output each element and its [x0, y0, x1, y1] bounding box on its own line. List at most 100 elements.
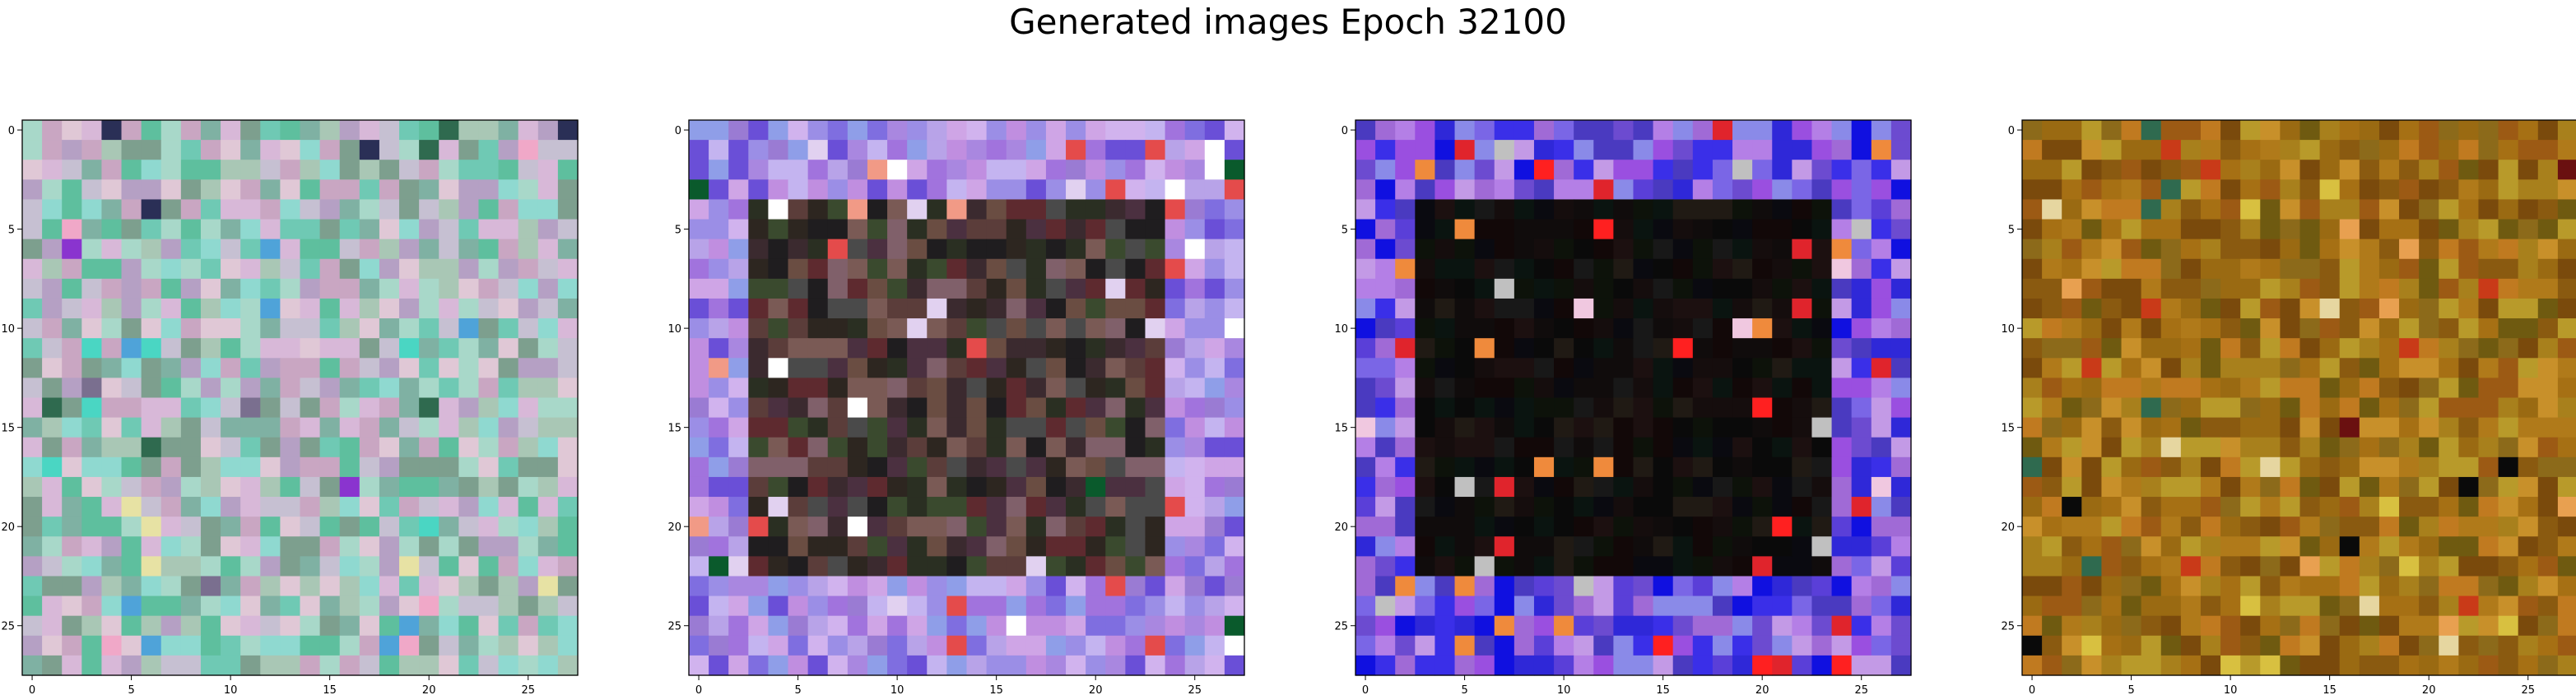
pixel-cell	[1375, 576, 1396, 597]
pixel-cell	[1811, 358, 1833, 378]
pixel-cell	[807, 338, 829, 359]
pixel-cell	[478, 219, 500, 240]
pixel-cell	[2299, 219, 2321, 240]
pixel-cell	[1672, 199, 1694, 220]
pixel-cell	[1554, 517, 1574, 537]
pixel-cell	[62, 338, 82, 359]
pixel-cell	[2537, 437, 2559, 458]
pixel-cell	[1554, 397, 1574, 419]
pixel-cell	[1613, 179, 1634, 201]
pixel-cell	[986, 556, 1007, 577]
pixel-cell	[1633, 655, 1654, 676]
pixel-cell	[2419, 258, 2439, 280]
pixel-cell	[1533, 179, 1555, 201]
pixel-cell	[2359, 595, 2380, 617]
pixel-cell	[399, 160, 420, 180]
pixel-cell	[101, 517, 123, 537]
pixel-cell	[1025, 417, 1047, 438]
pixel-cell	[2101, 655, 2123, 676]
pixel-cell	[1871, 358, 1892, 378]
pixel-cell	[1831, 456, 1853, 478]
pixel-cell	[2498, 497, 2519, 517]
pixel-cell	[339, 615, 360, 637]
pixel-cell	[1105, 120, 1126, 141]
pixel-cell	[2419, 497, 2439, 517]
pixel-cell	[81, 437, 103, 458]
x-tick-label: 25	[1854, 684, 1868, 695]
pixel-cell	[1712, 298, 1733, 319]
pixel-cell	[1395, 595, 1416, 617]
pixel-cell	[1125, 615, 1146, 637]
pixel-cell	[2419, 160, 2439, 180]
pixel-cell	[1474, 536, 1495, 557]
pixel-cell	[827, 338, 849, 359]
pixel-cell	[2378, 298, 2400, 319]
pixel-cell	[2062, 278, 2082, 299]
pixel-cell	[1752, 556, 1773, 577]
pixel-cell	[2498, 358, 2519, 378]
pixel-cell	[339, 576, 360, 597]
pixel-cell	[847, 179, 868, 201]
pixel-cell	[1593, 517, 1614, 537]
pixel-cell	[2378, 615, 2400, 637]
pixel-cell	[1204, 338, 1225, 359]
pixel-cell	[1593, 497, 1614, 517]
pixel-cell	[847, 595, 868, 617]
pixel-cell	[887, 437, 908, 458]
pixel-cell	[1593, 140, 1614, 160]
pixel-cell	[2062, 517, 2082, 537]
pixel-cell	[2200, 655, 2221, 676]
pixel-cell	[1105, 476, 1126, 498]
pixel-cell	[2319, 635, 2341, 656]
pixel-cell	[1025, 278, 1047, 299]
pixel-cell	[1025, 358, 1047, 378]
pixel-cell	[1672, 437, 1694, 458]
pixel-cell	[160, 278, 182, 299]
pixel-cell	[986, 635, 1007, 656]
pixel-cell	[2498, 160, 2519, 180]
pixel-cell	[1494, 298, 1515, 319]
pixel-cell	[927, 417, 947, 438]
pixel-cell	[709, 258, 729, 280]
pixel-cell	[2419, 655, 2439, 676]
pixel-cell	[1653, 179, 1674, 201]
pixel-cell	[1125, 397, 1146, 419]
pixel-cell	[1554, 437, 1574, 458]
pixel-cell	[221, 239, 241, 260]
pixel-cell	[2280, 258, 2301, 280]
pixel-cell	[300, 219, 321, 240]
pixel-cell	[2359, 397, 2380, 419]
pixel-cell	[788, 397, 809, 419]
pixel-cell	[1593, 258, 1614, 280]
pixel-cell	[2339, 179, 2360, 201]
pixel-cell	[221, 655, 241, 676]
pixel-cell	[458, 635, 480, 656]
pixel-cell	[2141, 417, 2162, 438]
pixel-cell	[221, 318, 241, 339]
pixel-cell	[42, 655, 63, 676]
pixel-cell	[1474, 358, 1495, 378]
pixel-cell	[1871, 417, 1892, 438]
pixel-cell	[1224, 318, 1245, 339]
pixel-cell	[1712, 417, 1733, 438]
pixel-cell	[2339, 140, 2360, 160]
pixel-cell	[2439, 655, 2459, 676]
pixel-cell	[2458, 517, 2480, 537]
pixel-cell	[2180, 556, 2202, 577]
pixel-cell	[1395, 576, 1416, 597]
pixel-cell	[1574, 655, 1594, 676]
pixel-cell	[1533, 576, 1555, 597]
pixel-cell	[319, 258, 341, 280]
pixel-cell	[180, 595, 202, 617]
pixel-cell	[1653, 456, 1674, 478]
pixel-cell	[300, 517, 321, 537]
pixel-cell	[689, 338, 709, 359]
pixel-cell	[1125, 179, 1146, 201]
pixel-cell	[2319, 258, 2341, 280]
pixel-cell	[2101, 219, 2123, 240]
pixel-cell	[1025, 437, 1047, 458]
pixel-cell	[359, 160, 380, 180]
pixel-cell	[1434, 219, 1456, 240]
pixel-cell	[966, 517, 988, 537]
pixel-cell	[689, 635, 709, 656]
